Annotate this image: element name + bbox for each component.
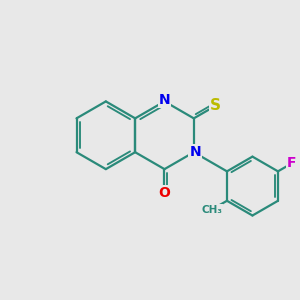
Text: F: F [287,156,297,170]
Text: S: S [210,98,221,113]
Text: N: N [190,145,201,159]
Text: O: O [158,186,170,200]
Text: N: N [159,93,170,107]
Text: CH₃: CH₃ [201,205,222,214]
